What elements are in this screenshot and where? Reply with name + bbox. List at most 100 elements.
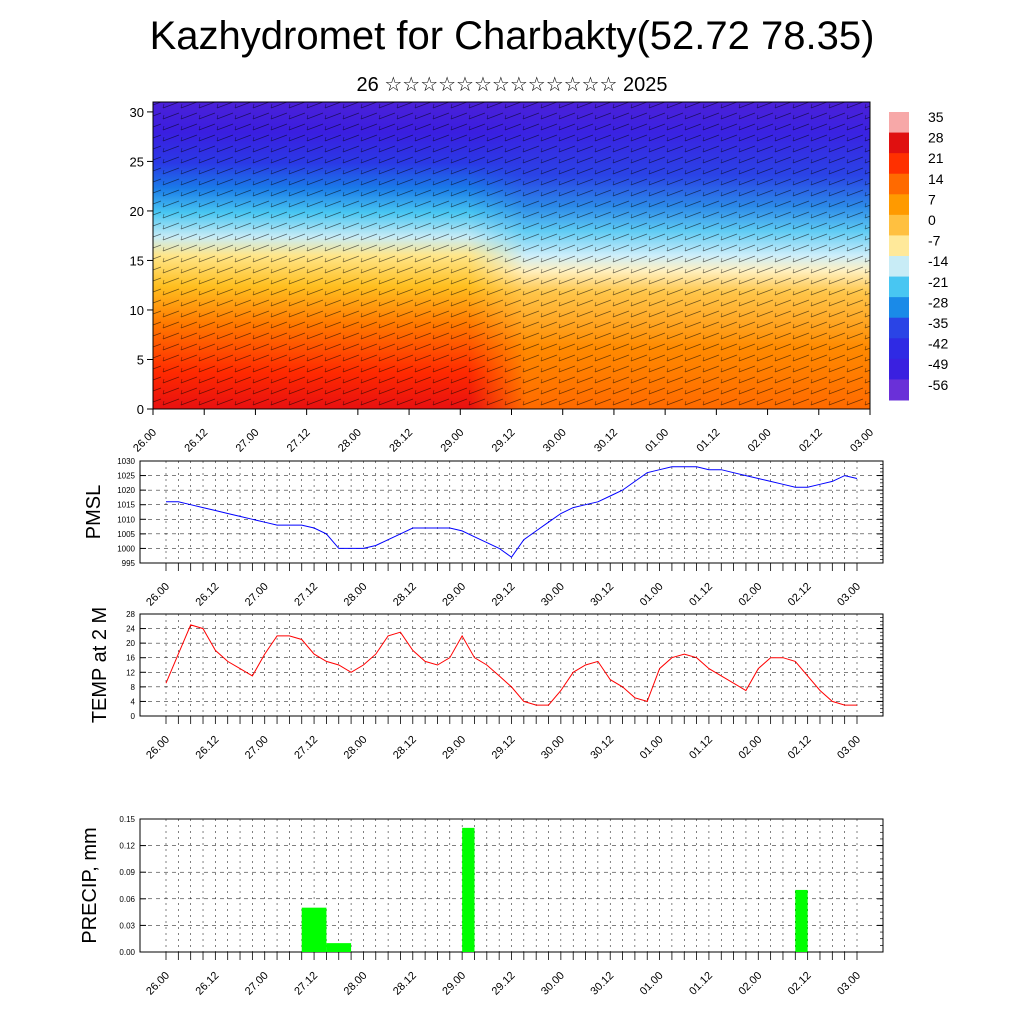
colorbar-swatch	[889, 235, 909, 257]
heatmap-xtick-label: 01.12	[695, 427, 723, 455]
colorbar-swatch	[889, 317, 909, 339]
ytick-label: 1015	[117, 501, 135, 510]
xtick-label: 29.00	[440, 970, 468, 998]
ytick-label: 1005	[117, 530, 135, 539]
colorbar-label: 14	[928, 171, 944, 187]
xtick-label: 26.12	[194, 734, 222, 762]
xtick-label: 29.00	[440, 581, 468, 609]
colorbar-label: -56	[928, 377, 948, 393]
xtick-label: 02.00	[736, 581, 764, 609]
precip-bar	[301, 907, 327, 952]
ytick-label: 0.09	[119, 868, 135, 877]
xtick-label: 01.00	[638, 581, 666, 609]
xtick-label: 27.00	[243, 970, 271, 998]
ytick-label: 28	[126, 610, 135, 619]
colorbar-label: 28	[928, 130, 944, 146]
panel-frame	[139, 613, 884, 717]
heatmap-xtick-label: 27.00	[234, 427, 262, 455]
xtick-label: 28.00	[342, 970, 370, 998]
xtick-label: 29.12	[490, 734, 518, 762]
ytick-label: 995	[122, 559, 136, 568]
xtick-label: 03.00	[835, 581, 863, 609]
ytick-label: 0.15	[119, 815, 135, 824]
xtick-label: 30.12	[588, 734, 616, 762]
ytick-label: 0.03	[119, 921, 135, 930]
wind-barbs	[153, 102, 870, 409]
heatmap-xtick-label: 02.00	[746, 427, 774, 455]
ytick-label: 1010	[117, 515, 135, 524]
colorbar-swatch	[889, 379, 909, 401]
heatmap-xtick-label: 01.00	[643, 427, 671, 455]
xtick-label: 26.12	[194, 581, 222, 609]
ytick-label: 8	[131, 683, 136, 692]
xtick-label: 03.00	[835, 970, 863, 998]
heatmap-xtick-label: 28.12	[387, 427, 415, 455]
colorbar-label: 0	[928, 212, 936, 228]
colorbar-swatch	[889, 276, 909, 298]
xtick-label: 26.12	[194, 970, 222, 998]
xtick-label: 27.00	[243, 734, 271, 762]
heatmap-ytick-label: 0	[137, 402, 144, 417]
heatmap-xtick-label: 29.00	[438, 427, 466, 455]
xtick-label: 02.12	[786, 734, 814, 762]
ytick-label: 0.12	[119, 842, 135, 851]
heatmap-x-axis: 26.00 26.12 27.00 27.12 28.00 28.12 29.00 29.12…	[131, 409, 876, 455]
xtick-label: 29.00	[440, 734, 468, 762]
precip-bar	[795, 889, 808, 952]
xtick-label: 28.12	[391, 581, 419, 609]
colorbar-swatch	[889, 132, 909, 154]
panel-frame	[139, 460, 884, 564]
panel-ylabel: PMSL	[83, 485, 105, 539]
colorbar-label: -14	[928, 253, 948, 269]
xtick-label: 27.12	[292, 581, 320, 609]
chart-subtitle: 26 ☆☆☆☆☆☆☆☆☆☆☆☆☆ 2025	[356, 74, 668, 96]
panel-ylabel: PRECIP, mm	[79, 827, 101, 943]
colorbar-swatch	[889, 173, 909, 195]
xtick-label: 26.00	[144, 970, 172, 998]
precip-panel: 0.00 0.03 0.06 0.09 0.12 0.15 26.00 26.12 27.00 2…	[79, 815, 884, 998]
xtick-label: 01.00	[638, 970, 666, 998]
xtick-label: 29.12	[490, 970, 518, 998]
heatmap-ytick-label: 10	[130, 303, 144, 318]
xtick-label: 01.12	[687, 970, 715, 998]
xtick-label: 26.00	[144, 581, 172, 609]
ytick-label: 1030	[117, 457, 135, 466]
colorbar-swatch	[889, 214, 909, 236]
colorbar-swatch	[889, 194, 909, 216]
heatmap-xtick-label: 26.00	[131, 427, 159, 455]
heatmap-xtick-label: 30.12	[592, 427, 620, 455]
colorbar-label: 35	[928, 109, 944, 125]
xtick-label: 03.00	[835, 734, 863, 762]
colorbar-swatch	[889, 112, 909, 134]
heatmap-y-axis: 0 5 10 15 20 25 30	[130, 105, 153, 417]
ytick-label: 1020	[117, 486, 135, 495]
heatmap-xtick-label: 26.12	[182, 427, 210, 455]
xtick-label: 27.12	[292, 970, 320, 998]
xtick-label: 30.00	[539, 970, 567, 998]
colorbar-label: -21	[928, 274, 948, 290]
heatmap-xtick-label: 29.12	[490, 427, 518, 455]
xtick-label: 26.00	[144, 734, 172, 762]
temperature-crosssection-panel: 0 5 10 15 20 25 30 26.00 26.12 27.00 27.12 28.00 28…	[130, 101, 876, 455]
xtick-label: 28.00	[342, 581, 370, 609]
heatmap-xtick-label: 27.12	[285, 427, 313, 455]
ytick-label: 16	[126, 654, 135, 663]
colorbar-swatch	[889, 297, 909, 319]
heatmap-xtick-label: 03.00	[848, 427, 876, 455]
ytick-label: 1025	[117, 472, 135, 481]
heatmap-xtick-label: 02.12	[797, 427, 825, 455]
xtick-label: 02.12	[786, 970, 814, 998]
temp-panel: 0 4 8 12 16 20 24 28 26.00 26.12 27.00 27.12 28.00 28…	[89, 607, 884, 762]
precip-bar	[462, 827, 475, 952]
heatmap-ytick-label: 15	[130, 253, 144, 268]
ytick-label: 0.06	[119, 895, 135, 904]
colorbar-swatch	[889, 153, 909, 175]
pmsl-panel: 995 1000 1005 1010 1015 1020 1025 1030 26.00 26.1…	[83, 457, 884, 609]
series-line	[165, 624, 857, 706]
xtick-label: 30.00	[539, 734, 567, 762]
colorbar-label: -28	[928, 294, 948, 310]
ytick-label: 0	[131, 712, 136, 721]
colorbar-label: 21	[928, 150, 944, 166]
colorbar-swatch	[889, 256, 909, 278]
